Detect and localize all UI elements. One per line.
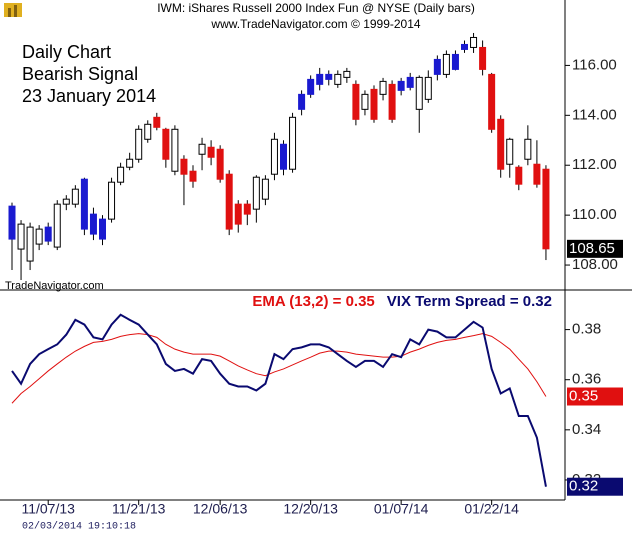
candle-body (44, 226, 52, 242)
last-value-label: 108.65 (569, 240, 615, 257)
candle-body (379, 80, 387, 95)
logo (4, 3, 22, 17)
header-subtitle: www.TradeNavigator.com © 1999-2014 (210, 17, 420, 31)
candle-body (8, 205, 16, 240)
candle-body (506, 138, 514, 165)
candle-body (53, 203, 61, 248)
candle-body (35, 228, 43, 245)
x-tick-label: 11/21/13 (112, 501, 166, 517)
candle-body (17, 223, 25, 250)
annotation: Daily Chart (22, 42, 111, 62)
candle-body (62, 198, 70, 205)
candle-body (117, 166, 125, 183)
candle-body (343, 70, 351, 78)
candle-body (234, 203, 242, 225)
last-value-box (567, 477, 623, 496)
annotation: 23 January 2014 (22, 86, 156, 106)
candle-body (216, 148, 224, 180)
candle-body (334, 73, 342, 85)
y-tick-label: 108.00 (572, 256, 618, 273)
candle-body (135, 128, 143, 160)
y-tick-label: 116.00 (572, 56, 617, 73)
x-tick-label: 01/07/14 (374, 501, 429, 517)
candle-body (99, 218, 106, 240)
candle-body (433, 58, 441, 75)
candle-body (162, 128, 170, 160)
legend-entry: VIX Term Spread = 0.32 (387, 293, 552, 310)
candle-body (252, 176, 260, 210)
candle-body (171, 128, 179, 172)
candle-body (89, 213, 97, 235)
candle-body (189, 170, 197, 182)
candle-body (298, 93, 306, 110)
candle-body (153, 116, 161, 128)
last-value-label: 0.35 (569, 387, 598, 404)
x-tick-label: 11/07/13 (21, 501, 75, 517)
candle-body (451, 53, 459, 70)
candle-body (180, 158, 188, 175)
candle-body (388, 83, 396, 120)
candle-body (144, 123, 152, 140)
candle-body (424, 76, 432, 100)
legend-entry: EMA (13,2) = 0.35 (252, 293, 374, 310)
candle-body (442, 53, 450, 75)
candle-body (71, 188, 79, 205)
x-tick-label: 12/20/13 (283, 501, 338, 517)
candle-body (479, 46, 487, 70)
watermark: TradeNavigator.com (5, 280, 104, 292)
series-line (11, 313, 547, 487)
candle-body (261, 178, 269, 200)
last-value-box (567, 387, 623, 406)
candle-body (524, 138, 532, 160)
y-tick-label: 0.34 (572, 421, 601, 438)
candle-body (225, 173, 233, 230)
candle-body (243, 203, 251, 215)
series-line (11, 333, 547, 404)
y-tick-label: 110.00 (572, 206, 617, 223)
candle-body (207, 146, 215, 158)
candle-body (26, 226, 34, 262)
candle-body (108, 181, 116, 220)
x-tick-label: 12/06/13 (193, 501, 248, 517)
candle-body (307, 78, 315, 95)
candle-body (280, 143, 287, 170)
candle-body (289, 116, 297, 170)
timestamp: 02/03/2014 19:10:18 (22, 521, 136, 533)
candle-body (497, 118, 505, 170)
candle-body (515, 166, 523, 185)
candle-body (533, 163, 541, 185)
candle-body (325, 73, 333, 80)
last-value-label: 0.32 (569, 478, 598, 495)
candle-body (198, 143, 206, 155)
y-tick-label: 114.00 (572, 106, 617, 123)
y-tick-label: 112.00 (572, 156, 617, 173)
candle-body (397, 80, 405, 91)
annotation: Bearish Signal (22, 64, 138, 84)
candle-body (316, 73, 324, 85)
candle-body (270, 138, 278, 175)
candle-body (352, 83, 360, 120)
candle-body (126, 158, 134, 168)
candle-body (470, 36, 478, 48)
x-tick-label: 01/22/14 (464, 501, 519, 517)
candle-body (542, 168, 550, 250)
last-value-box (567, 239, 623, 258)
candle-body (361, 93, 369, 110)
y-tick-label: 0.36 (572, 371, 601, 388)
y-tick-label: 0.38 (572, 321, 601, 338)
candle-body (461, 43, 468, 50)
candle-body (80, 178, 88, 230)
header-title: IWM: iShares Russell 2000 Index Fun @ NY… (157, 1, 475, 15)
candle-body (488, 73, 496, 130)
candle-body (406, 76, 414, 88)
candle-body (370, 88, 378, 120)
candle-body (415, 76, 423, 110)
